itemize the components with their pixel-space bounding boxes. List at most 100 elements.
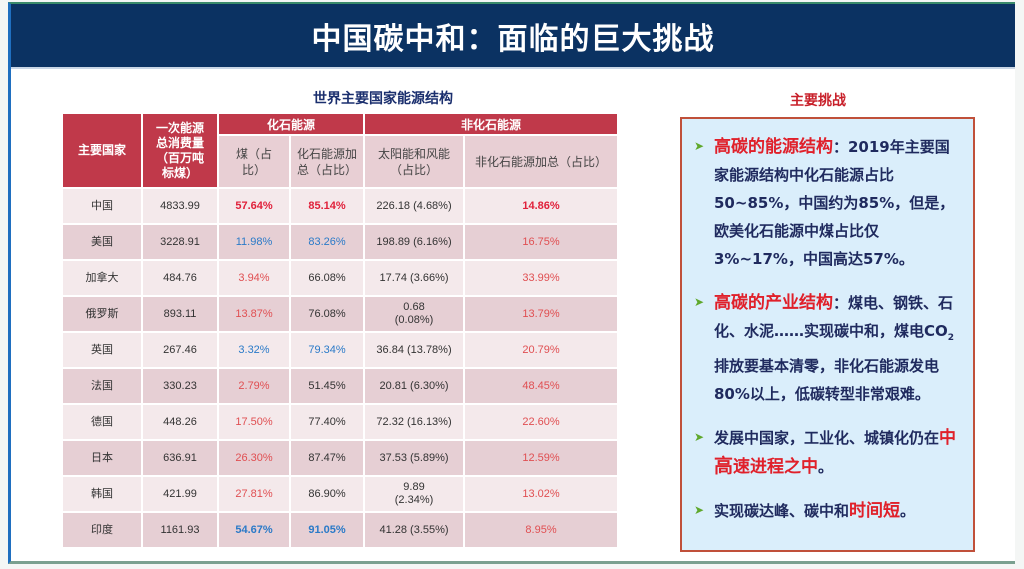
total-cell: 4833.99 (141, 187, 219, 225)
country-cell: 中国 (61, 187, 143, 225)
challenge-text: ：煤电、钢铁、石化、水泥……实现碳中和，煤电CO (714, 294, 954, 340)
total-cell: 3228.91 (141, 223, 219, 261)
total-cell: 267.46 (141, 331, 219, 369)
challenge-item: ➤ 高碳的产业结构：煤电、钢铁、石化、水泥……实现碳中和，煤电CO2 排放要基本清… (694, 289, 959, 408)
coal-cell: 27.81% (217, 475, 291, 513)
header-nonfossil-total: 非化石能源加总（占比） (463, 134, 620, 189)
solar-wind-cell: 37.53 (5.89%) (363, 439, 466, 477)
total-cell: 1161.93 (141, 511, 219, 549)
table-title: 世界主要国家能源结构 (313, 91, 453, 107)
solar-wind-cell: 20.81 (6.30%) (363, 367, 466, 405)
coal-cell: 26.30% (217, 439, 291, 477)
header-country: 主要国家 (61, 112, 143, 189)
table-row: 韩国 421.99 27.81% 86.90% 9.89 (2.34%) 13.… (61, 475, 620, 513)
challenges-title: 主要挑战 (790, 93, 846, 109)
challenge-item: ➤ 发展中国家，工业化、城镇化仍在中高速进程之中。 (694, 424, 959, 481)
table-row: 加拿大 484.76 3.94% 66.08% 17.74 (3.66%) 33… (61, 259, 620, 297)
country-cell: 日本 (61, 439, 143, 477)
country-cell: 加拿大 (61, 259, 143, 297)
total-cell: 448.26 (141, 403, 219, 441)
coal-cell: 11.98% (217, 223, 291, 261)
country-cell: 印度 (61, 511, 143, 549)
table-row: 英国 267.46 3.32% 79.34% 36.84 (13.78%) 20… (61, 331, 620, 369)
total-cell: 330.23 (141, 367, 219, 405)
challenges-box: ➤ 高碳的能源结构：2019年主要国家能源结构中化石能源占比50~85%，中国约… (680, 117, 975, 552)
country-cell: 俄罗斯 (61, 295, 143, 333)
solar-wind-cell: 17.74 (3.66%) (363, 259, 466, 297)
table-row: 印度 1161.93 54.67% 91.05% 41.28 (3.55%) 8… (61, 511, 620, 549)
page-title: 中国碳中和：面临的巨大挑战 (311, 21, 715, 57)
nonfossil-total-cell: 12.59% (463, 439, 620, 477)
total-cell: 636.91 (141, 439, 219, 477)
fossil-total-cell: 77.40% (288, 403, 366, 441)
coal-cell: 3.94% (217, 259, 291, 297)
arrow-bullet-icon: ➤ (694, 503, 705, 517)
challenge-text: 排放要基本清零，非化石能源发电80%以上，低碳转型非常艰难。 (714, 357, 940, 403)
fossil-total-cell: 51.45% (288, 367, 366, 405)
nonfossil-total-cell: 33.99% (463, 259, 620, 297)
header-fossil-group: 化石能源 (216, 112, 366, 136)
challenge-text: 。 (900, 502, 916, 520)
coal-cell: 17.50% (217, 403, 291, 441)
country-cell: 美国 (61, 223, 143, 261)
solar-wind-cell: 41.28 (3.55%) (363, 511, 466, 549)
arrow-bullet-icon: ➤ (694, 430, 705, 444)
total-cell: 421.99 (141, 475, 219, 513)
solar-wind-cell: 72.32 (16.13%) (363, 403, 466, 441)
nonfossil-total-cell: 22.60% (463, 403, 620, 441)
nonfossil-total-cell: 16.75% (463, 223, 620, 261)
nonfossil-total-cell: 14.86% (463, 187, 620, 225)
coal-cell: 3.32% (217, 331, 291, 369)
header-solar-wind: 太阳能和风能（占比） (363, 134, 466, 189)
nonfossil-total-cell: 13.02% (463, 475, 620, 513)
table-row: 中国 4833.99 57.64% 85.14% 226.18 (4.68%) … (61, 187, 620, 225)
challenge-text: 实现碳达峰、碳中和 (714, 502, 850, 520)
coal-cell: 13.87% (217, 295, 291, 333)
subscript: 2 (947, 333, 955, 343)
table-row: 日本 636.91 26.30% 87.47% 37.53 (5.89%) 12… (61, 439, 620, 477)
coal-cell: 2.79% (217, 367, 291, 405)
table-row: 俄罗斯 893.11 13.87% 76.08% 0.68 (0.08%) 13… (61, 295, 620, 333)
header-nonfossil-group: 非化石能源 (363, 112, 620, 136)
nonfossil-total-cell: 8.95% (463, 511, 620, 549)
challenge-text: 发展中国家，工业化、城镇化仍在 (714, 429, 940, 447)
country-cell: 德国 (61, 403, 143, 441)
country-cell: 英国 (61, 331, 143, 369)
challenge-text: ：2019年主要国家能源结构中化石能源占比50~85%，中国约为85%，但是，欧… (714, 138, 955, 268)
fossil-total-cell: 79.34% (288, 331, 366, 369)
challenge-highlight: 高 (714, 455, 734, 477)
challenge-highlight: 高碳的产业结构 (714, 293, 833, 313)
nonfossil-total-cell: 48.45% (463, 367, 620, 405)
total-cell: 484.76 (141, 259, 219, 297)
fossil-total-cell: 91.05% (288, 511, 366, 549)
total-cell: 893.11 (141, 295, 219, 333)
arrow-bullet-icon: ➤ (694, 139, 705, 153)
challenge-highlight: 时间短 (849, 501, 901, 521)
country-cell: 韩国 (61, 475, 143, 513)
challenge-highlight: 中 (939, 428, 957, 448)
fossil-total-cell: 76.08% (288, 295, 366, 333)
nonfossil-total-cell: 20.79% (463, 331, 620, 369)
slide: 中国碳中和：面临的巨大挑战 世界主要国家能源结构 主要国家 一次能源总消费量（百… (8, 2, 1015, 564)
coal-cell: 54.67% (217, 511, 291, 549)
challenge-highlight: 高碳的能源结构 (714, 137, 833, 157)
table-row: 德国 448.26 17.50% 77.40% 72.32 (16.13%) 2… (61, 403, 620, 441)
solar-wind-cell: 9.89 (2.34%) (363, 475, 466, 513)
arrow-bullet-icon: ➤ (694, 295, 705, 309)
header-fossil-total: 化石能源加总（占比） (288, 134, 366, 189)
fossil-total-cell: 66.08% (288, 259, 366, 297)
solar-wind-cell: 198.89 (6.16%) (363, 223, 466, 261)
header-coal: 煤（占比） (217, 134, 291, 189)
solar-wind-cell: 0.68 (0.08%) (363, 295, 466, 333)
title-bar: 中国碳中和：面临的巨大挑战 (11, 4, 1015, 69)
country-cell: 法国 (61, 367, 143, 405)
nonfossil-total-cell: 13.79% (463, 295, 620, 333)
header-total-consumption: 一次能源总消费量（百万吨标煤） (141, 112, 219, 189)
solar-wind-cell: 226.18 (4.68%) (363, 187, 466, 225)
solar-wind-cell: 36.84 (13.78%) (363, 331, 466, 369)
table-row: 美国 3228.91 11.98% 83.26% 198.89 (6.16%) … (61, 223, 620, 261)
challenge-item: ➤ 实现碳达峰、碳中和时间短。 (694, 497, 959, 525)
fossil-total-cell: 83.26% (288, 223, 366, 261)
table-row: 法国 330.23 2.79% 51.45% 20.81 (6.30%) 48.… (61, 367, 620, 405)
challenge-highlight: 速进程之中 (733, 457, 819, 477)
